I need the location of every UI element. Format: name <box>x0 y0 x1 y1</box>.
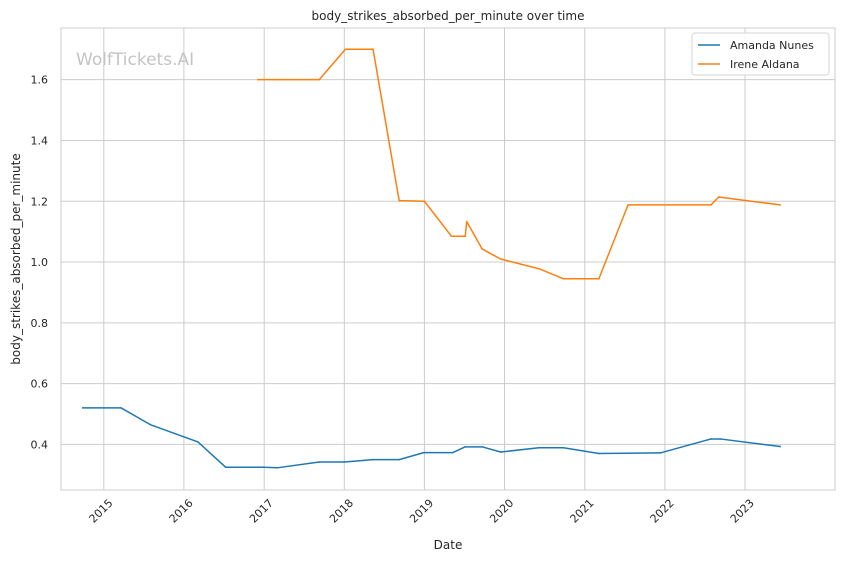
legend: Amanda Nunes Irene Aldana <box>691 32 830 76</box>
data-point-amanda-nunes-4 <box>224 466 227 469</box>
data-point-irene-aldana-10 <box>499 258 502 260</box>
watermark: WolfTickets.AI <box>76 50 194 70</box>
data-point-amanda-nunes-20 <box>710 438 712 440</box>
data-point-irene-aldana-0 <box>256 78 259 81</box>
y-tick-label-1-2: 1.2 <box>31 195 49 208</box>
data-point-irene-aldana-4 <box>398 199 401 202</box>
data-point-irene-aldana-3 <box>372 48 374 51</box>
data-point-irene-aldana-2 <box>344 48 347 51</box>
data-point-amanda-nunes-17 <box>562 446 565 449</box>
data-point-amanda-nunes-3 <box>197 441 199 443</box>
y-tick-label-0-4: 0.4 <box>31 438 49 451</box>
data-point-amanda-nunes-15 <box>499 451 502 453</box>
y-tick-label-0-6: 0.6 <box>31 378 49 391</box>
y-tick-label-1-0: 1.0 <box>31 256 49 269</box>
y-axis-title: body_strikes_absorbed_per_minute <box>9 153 23 364</box>
data-point-amanda-nunes-11 <box>422 451 425 454</box>
data-point-amanda-nunes-0 <box>81 407 84 409</box>
data-point-irene-aldana-6 <box>450 235 453 238</box>
data-point-irene-aldana-12 <box>562 277 565 280</box>
data-point-amanda-nunes-10 <box>398 458 401 461</box>
data-point-irene-aldana-8 <box>465 220 468 223</box>
data-point-irene-aldana-15 <box>710 204 712 206</box>
data-point-amanda-nunes-7 <box>318 461 321 463</box>
legend-label-irene-aldana: Irene Aldana <box>730 58 800 71</box>
y-tick-labels: 0.4 0.6 0.8 1.0 1.2 1.4 1.6 <box>31 74 49 452</box>
y-tick-label-1-6: 1.6 <box>31 74 49 87</box>
series-line-irene-aldana <box>257 48 781 280</box>
data-point-irene-aldana-11 <box>538 267 540 270</box>
data-point-amanda-nunes-13 <box>464 445 467 448</box>
legend-box <box>691 32 830 76</box>
y-tick-label-1-4: 1.4 <box>31 134 49 147</box>
plot-area-frame <box>60 27 836 491</box>
data-point-irene-aldana-17 <box>779 204 782 206</box>
grid-lines <box>61 28 835 490</box>
data-point-amanda-nunes-8 <box>343 461 346 463</box>
y-tick-label-0-8: 0.8 <box>31 317 49 330</box>
data-point-amanda-nunes-21 <box>719 438 722 440</box>
data-point-irene-aldana-7 <box>464 235 467 238</box>
data-point-amanda-nunes-22 <box>779 445 782 448</box>
data-point-amanda-nunes-2 <box>149 423 152 426</box>
chart-title: body_strikes_absorbed_per_minute over ti… <box>312 9 585 23</box>
data-point-amanda-nunes-9 <box>372 458 374 461</box>
data-point-amanda-nunes-12 <box>452 451 454 454</box>
data-point-amanda-nunes-6 <box>276 466 279 469</box>
x-axis-title: Date <box>434 538 463 552</box>
series-layer <box>81 48 782 469</box>
data-point-amanda-nunes-16 <box>538 446 540 449</box>
data-point-amanda-nunes-1 <box>120 407 123 409</box>
data-point-irene-aldana-9 <box>481 248 484 250</box>
data-point-irene-aldana-5 <box>423 200 426 203</box>
data-point-amanda-nunes-18 <box>597 452 600 455</box>
data-point-irene-aldana-16 <box>717 196 720 198</box>
data-point-irene-aldana-14 <box>627 204 629 206</box>
data-point-amanda-nunes-19 <box>659 452 662 454</box>
legend-label-amanda-nunes: Amanda Nunes <box>730 39 814 52</box>
data-point-amanda-nunes-5 <box>262 466 265 469</box>
data-point-irene-aldana-1 <box>318 78 321 81</box>
data-point-irene-aldana-13 <box>597 277 600 280</box>
data-point-amanda-nunes-14 <box>481 445 484 448</box>
